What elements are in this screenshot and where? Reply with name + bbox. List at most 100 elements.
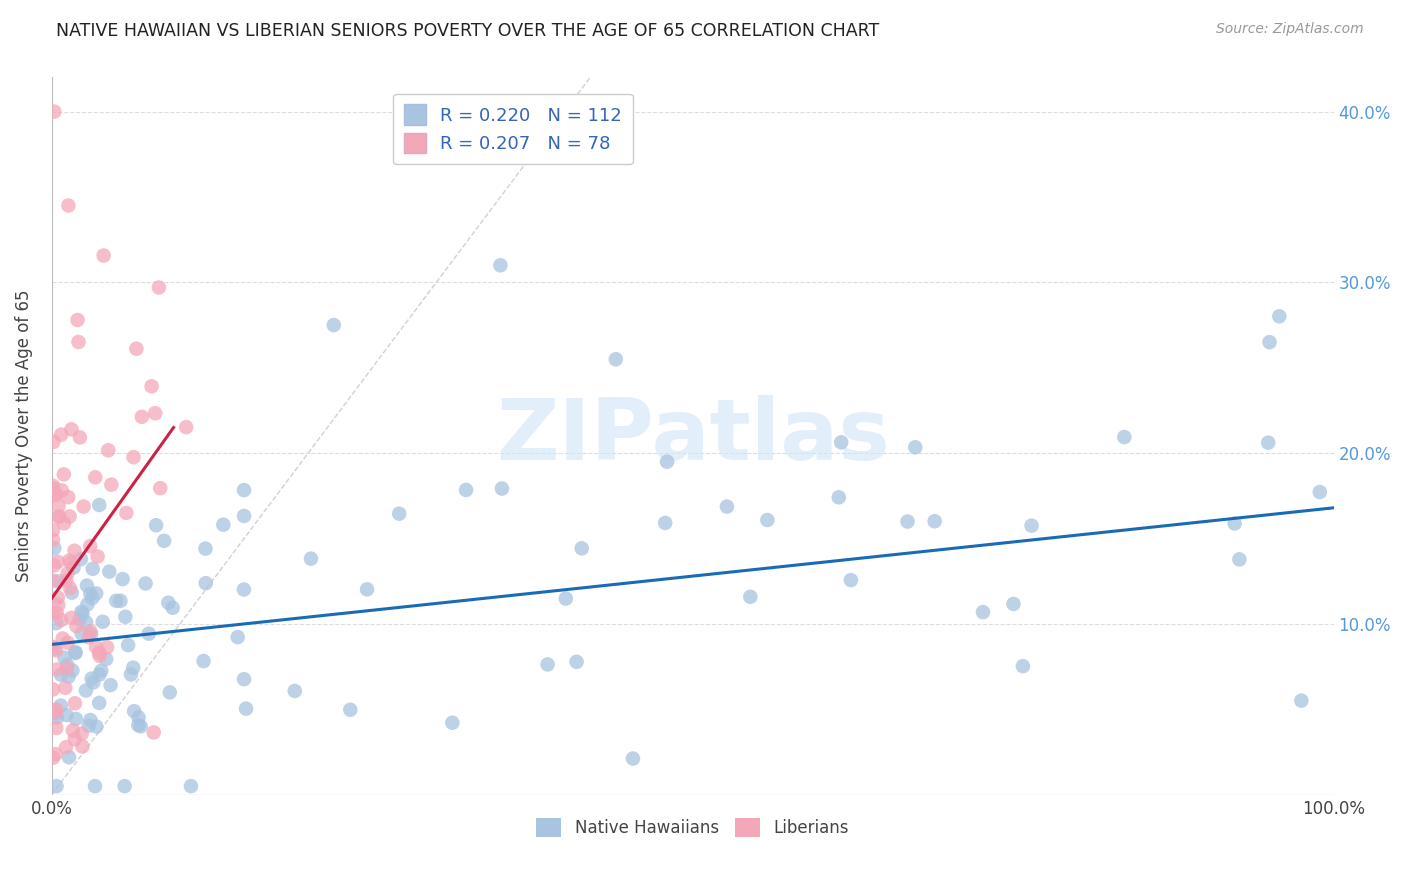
Point <box>194 576 217 591</box>
Point <box>105 594 128 608</box>
Point <box>84 640 107 654</box>
Point <box>66 313 89 327</box>
Point <box>756 513 779 527</box>
Point <box>284 684 307 698</box>
Point <box>149 481 172 495</box>
Point <box>233 672 256 686</box>
Point <box>122 704 145 718</box>
Point <box>63 696 86 710</box>
Point <box>44 104 66 119</box>
Point <box>89 498 111 512</box>
Point <box>42 523 65 537</box>
Point <box>536 657 558 672</box>
Point <box>53 650 76 665</box>
Point <box>84 470 107 484</box>
Point <box>89 667 111 681</box>
Point <box>1227 552 1250 566</box>
Point <box>84 586 107 600</box>
Point <box>122 450 145 465</box>
Point <box>42 481 65 495</box>
Point <box>122 661 145 675</box>
Point <box>77 630 100 644</box>
Point <box>60 585 83 599</box>
Point <box>62 560 84 574</box>
Point <box>79 587 101 601</box>
Point <box>59 581 82 595</box>
Point <box>441 715 464 730</box>
Point <box>46 598 69 612</box>
Point <box>75 615 97 630</box>
Point <box>46 574 69 589</box>
Point <box>96 640 118 655</box>
Point <box>212 517 235 532</box>
Point <box>605 352 627 367</box>
Point <box>180 779 202 793</box>
Point <box>145 518 167 533</box>
Point <box>51 427 73 442</box>
Point <box>72 739 94 754</box>
Point <box>128 710 150 724</box>
Point <box>55 740 77 755</box>
Point <box>75 683 97 698</box>
Point <box>740 590 762 604</box>
Point <box>49 667 72 681</box>
Point <box>65 712 87 726</box>
Point <box>141 379 163 393</box>
Point <box>44 541 66 555</box>
Point <box>42 434 65 449</box>
Point <box>114 609 136 624</box>
Point <box>70 626 93 640</box>
Point <box>58 750 80 764</box>
Point <box>654 516 676 530</box>
Point <box>80 627 103 641</box>
Point <box>42 533 65 547</box>
Point <box>129 719 152 733</box>
Point <box>97 443 120 458</box>
Point <box>924 514 946 528</box>
Point <box>1258 335 1281 350</box>
Point <box>233 483 256 497</box>
Point <box>1257 435 1279 450</box>
Point <box>72 607 94 621</box>
Point <box>91 615 114 629</box>
Point <box>1114 430 1136 444</box>
Point <box>89 696 111 710</box>
Point <box>42 682 65 697</box>
Point <box>93 248 115 262</box>
Point <box>716 500 738 514</box>
Point <box>904 440 927 454</box>
Point <box>111 572 134 586</box>
Point <box>839 573 862 587</box>
Point <box>233 508 256 523</box>
Point <box>148 280 170 294</box>
Point <box>135 576 157 591</box>
Point <box>194 541 217 556</box>
Point <box>491 482 513 496</box>
Point <box>100 477 122 491</box>
Point <box>454 483 477 497</box>
Point <box>162 600 184 615</box>
Point <box>76 598 98 612</box>
Point <box>1309 485 1331 500</box>
Point <box>49 613 72 627</box>
Point <box>42 606 65 620</box>
Point <box>56 566 79 581</box>
Point <box>79 713 101 727</box>
Point <box>621 751 644 765</box>
Point <box>48 509 70 524</box>
Point <box>159 685 181 699</box>
Point <box>58 509 80 524</box>
Point <box>51 483 73 498</box>
Point <box>565 655 588 669</box>
Point <box>44 706 66 721</box>
Point <box>235 701 257 715</box>
Point <box>42 640 65 654</box>
Point <box>63 543 86 558</box>
Point <box>60 422 83 436</box>
Point <box>120 667 142 681</box>
Point <box>89 646 111 660</box>
Point <box>1291 693 1313 707</box>
Point <box>90 664 112 678</box>
Point <box>125 342 148 356</box>
Point <box>63 732 86 747</box>
